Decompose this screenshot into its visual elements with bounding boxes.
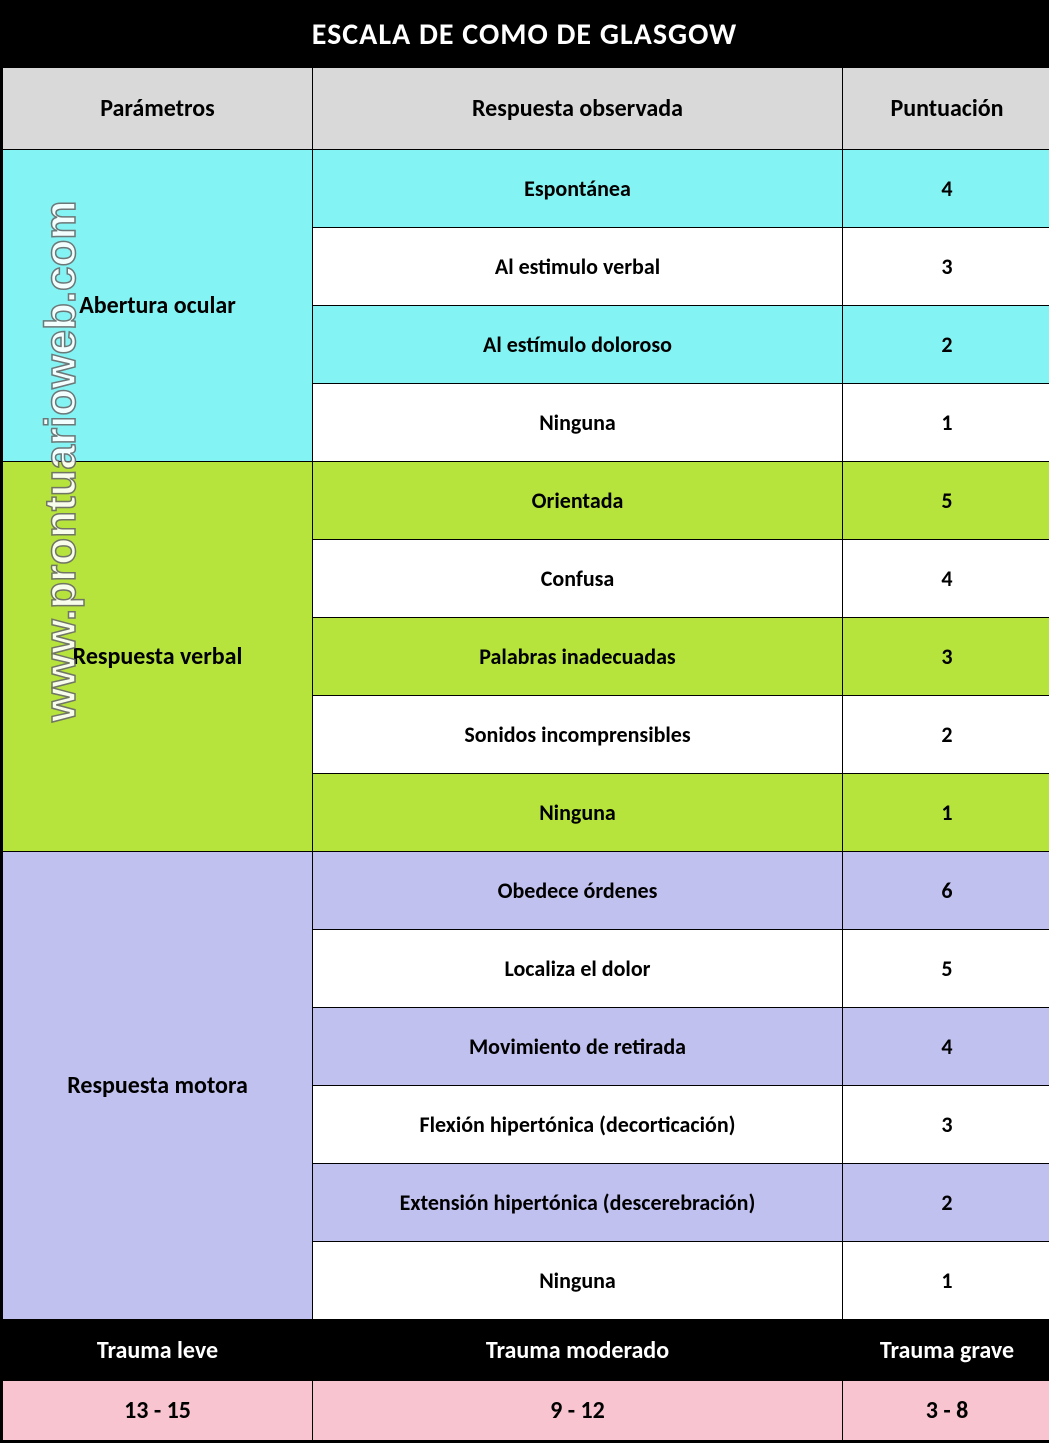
score-cell: 2 (843, 306, 1049, 384)
response-cell: Al estímulo doloroso (313, 306, 843, 384)
response-cell: Movimiento de retirada (313, 1008, 843, 1086)
severity-moderate-range: 9 - 12 (313, 1381, 843, 1441)
response-cell: Localiza el dolor (313, 930, 843, 1008)
severity-labels-row: Trauma leve Trauma moderado Trauma grave (3, 1321, 1049, 1381)
header-row: Parámetros Respuesta observada Puntuació… (3, 68, 1049, 150)
header-score: Puntuación (843, 68, 1049, 150)
severity-severe-range: 3 - 8 (843, 1381, 1049, 1441)
score-cell: 2 (843, 1164, 1049, 1242)
score-cell: 4 (843, 150, 1049, 228)
severity-severe-label: Trauma grave (843, 1321, 1049, 1381)
score-cell: 3 (843, 618, 1049, 696)
parameter-cell: Abertura ocular (3, 150, 313, 462)
title-bar: ESCALA DE COMO DE GLASGOW (2, 2, 1047, 67)
response-cell: Flexión hipertónica (decorticación) (313, 1086, 843, 1164)
score-cell: 3 (843, 228, 1049, 306)
table-row: Abertura ocularEspontánea4 (3, 150, 1049, 228)
response-cell: Sonidos incomprensibles (313, 696, 843, 774)
score-cell: 6 (843, 852, 1049, 930)
parameter-cell: Respuesta verbal (3, 462, 313, 852)
score-cell: 1 (843, 774, 1049, 852)
glasgow-table-container: ESCALA DE COMO DE GLASGOW Parámetros Res… (0, 0, 1049, 1443)
header-response: Respuesta observada (313, 68, 843, 150)
response-cell: Obedece órdenes (313, 852, 843, 930)
severity-ranges-row: 13 - 15 9 - 12 3 - 8 (3, 1381, 1049, 1441)
severity-mild-label: Trauma leve (3, 1321, 313, 1381)
header-param: Parámetros (3, 68, 313, 150)
severity-mild-range: 13 - 15 (3, 1381, 313, 1441)
score-cell: 1 (843, 384, 1049, 462)
severity-moderate-label: Trauma moderado (313, 1321, 843, 1381)
score-cell: 4 (843, 540, 1049, 618)
score-cell: 1 (843, 1242, 1049, 1320)
response-cell: Al estimulo verbal (313, 228, 843, 306)
table-row: Respuesta verbalOrientada5 (3, 462, 1049, 540)
score-cell: 4 (843, 1008, 1049, 1086)
response-cell: Ninguna (313, 384, 843, 462)
score-cell: 5 (843, 462, 1049, 540)
glasgow-table: Parámetros Respuesta observada Puntuació… (2, 67, 1049, 1320)
table-body: Abertura ocularEspontánea4Al estimulo ve… (3, 150, 1049, 1320)
parameter-cell: Respuesta motora (3, 852, 313, 1320)
footer-table: Trauma leve Trauma moderado Trauma grave… (2, 1320, 1049, 1441)
response-cell: Confusa (313, 540, 843, 618)
score-cell: 3 (843, 1086, 1049, 1164)
response-cell: Palabras inadecuadas (313, 618, 843, 696)
response-cell: Orientada (313, 462, 843, 540)
response-cell: Ninguna (313, 1242, 843, 1320)
response-cell: Espontánea (313, 150, 843, 228)
score-cell: 2 (843, 696, 1049, 774)
response-cell: Extensión hipertónica (descerebración) (313, 1164, 843, 1242)
score-cell: 5 (843, 930, 1049, 1008)
table-row: Respuesta motoraObedece órdenes6 (3, 852, 1049, 930)
response-cell: Ninguna (313, 774, 843, 852)
